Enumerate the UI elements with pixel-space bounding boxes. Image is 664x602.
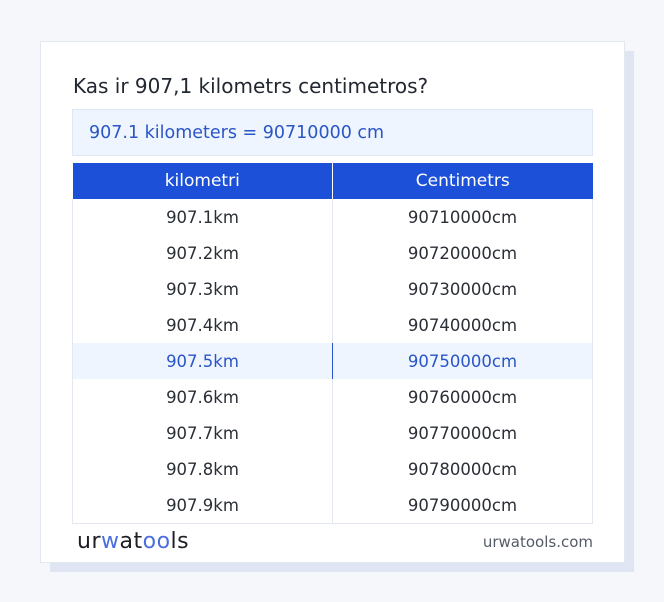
table-row: 907.7km 90770000cm: [72, 415, 593, 451]
page-title: Kas ir 907,1 kilometrs centimetros?: [73, 74, 429, 98]
table-header: kilometri Centimetrs: [72, 163, 593, 199]
cell-centimeters: 90760000cm: [332, 379, 593, 415]
urwatools-logo: urwatools: [77, 529, 190, 554]
site-url[interactable]: urwatools.com: [482, 533, 593, 551]
converter-card: Kas ir 907,1 kilometrs centimetros? 907.…: [40, 41, 625, 563]
cell-kilometers: 907.5km: [72, 343, 333, 379]
cell-kilometers: 907.9km: [72, 487, 333, 524]
cell-kilometers: 907.4km: [72, 307, 333, 343]
cell-kilometers: 907.1km: [72, 199, 333, 235]
cell-kilometers: 907.2km: [72, 235, 333, 271]
table-row: 907.6km 90760000cm: [72, 379, 593, 415]
cell-kilometers: 907.8km: [72, 451, 333, 487]
cell-centimeters: 90720000cm: [332, 235, 593, 271]
table-row: 907.8km 90780000cm: [72, 451, 593, 487]
header-kilometers: kilometri: [72, 163, 333, 199]
table-row: 907.2km 90720000cm: [72, 235, 593, 271]
table-row: 907.5km 90750000cm: [72, 343, 593, 379]
cell-centimeters: 90790000cm: [332, 487, 593, 524]
header-centimeters: Centimetrs: [332, 163, 593, 199]
cell-centimeters: 90740000cm: [332, 307, 593, 343]
conversion-table: kilometri Centimetrs 907.1km 90710000cm 90…: [72, 163, 593, 524]
cell-kilometers: 907.3km: [72, 271, 333, 307]
table-row: 907.1km 90710000cm: [72, 199, 593, 235]
cell-centimeters: 90730000cm: [332, 271, 593, 307]
table-row: 907.3km 90730000cm: [72, 271, 593, 307]
cell-kilometers: 907.7km: [72, 415, 333, 451]
cell-kilometers: 907.6km: [72, 379, 333, 415]
table-row: 907.9km 90790000cm: [72, 487, 593, 524]
table-row: 907.4km 90740000cm: [72, 307, 593, 343]
conversion-result: 907.1 kilometers = 90710000 cm: [72, 109, 593, 156]
cell-centimeters: 90750000cm: [332, 343, 593, 379]
cell-centimeters: 90770000cm: [332, 415, 593, 451]
cell-centimeters: 90710000cm: [332, 199, 593, 235]
cell-centimeters: 90780000cm: [332, 451, 593, 487]
